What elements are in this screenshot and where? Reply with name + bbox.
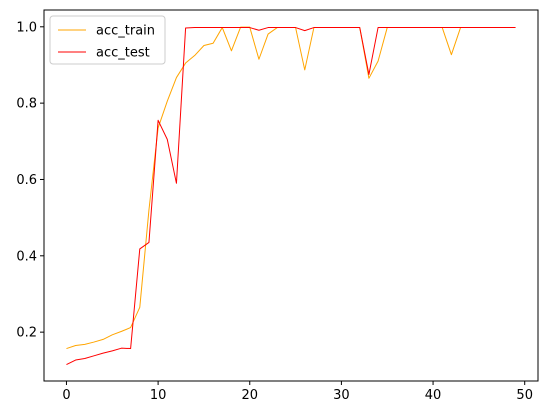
plot-frame [43,9,539,382]
y-tick-label: 0.6 [16,173,37,188]
y-tick-label: 0.8 [16,97,37,112]
legend: acc_train acc_test [49,15,166,65]
ticks-layer: 0 10 20 30 40 50 0.2 0.4 0.6 0.8 1.0 [16,20,533,403]
y-tick-label: 1.0 [16,20,37,35]
x-tick-label: 0 [62,388,70,403]
legend-label-acc-test: acc_test [96,46,150,61]
x-tick-label: 50 [516,388,533,403]
x-tick-label: 40 [425,388,442,403]
y-tick-label: 0.4 [16,249,37,264]
series-line-acc-train [66,26,516,350]
series-line-acc-test [66,27,516,366]
x-tick-label: 30 [333,388,350,403]
x-tick-label: 10 [150,388,167,403]
y-tick-label: 0.2 [16,326,37,341]
legend-label-acc-train: acc_train [96,24,155,39]
x-tick-label: 20 [241,388,258,403]
series-layer [66,26,516,366]
